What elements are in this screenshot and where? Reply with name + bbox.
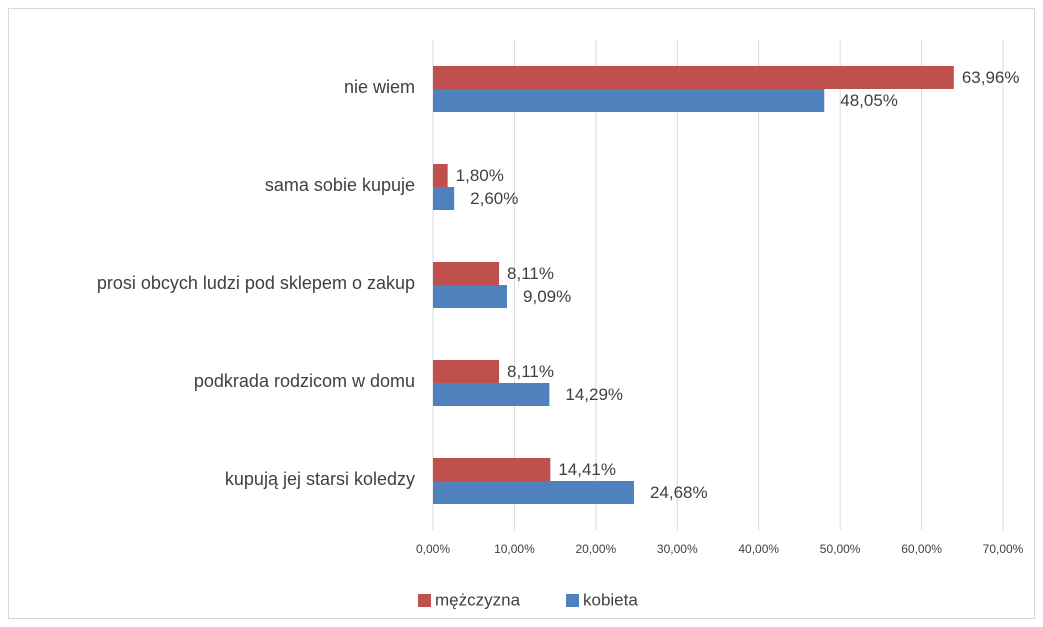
data-label: 8,11% xyxy=(507,362,554,381)
bar xyxy=(433,285,508,308)
category-label: prosi obcych ludzi pod sklepem o zakup xyxy=(97,273,415,293)
bar xyxy=(433,66,954,89)
category-label: kupują jej starsi koledzy xyxy=(225,469,415,489)
category-label: sama sobie kupuje xyxy=(265,175,415,195)
legend-swatch xyxy=(566,594,579,607)
bar xyxy=(433,458,551,481)
data-label: 9,09% xyxy=(523,287,571,306)
x-tick-label: 10,00% xyxy=(494,542,535,556)
bar xyxy=(433,164,448,187)
bar xyxy=(433,187,455,210)
bar xyxy=(433,383,550,406)
x-tick-label: 30,00% xyxy=(657,542,698,556)
x-tick-label: 40,00% xyxy=(738,542,779,556)
category-label: podkrada rodzicom w domu xyxy=(194,371,415,391)
category-label: nie wiem xyxy=(344,77,415,97)
bar xyxy=(433,89,825,112)
data-label: 8,11% xyxy=(507,264,554,283)
data-label: 14,29% xyxy=(565,385,623,404)
data-label: 14,41% xyxy=(558,460,616,479)
legend-swatch xyxy=(418,594,431,607)
data-label: 63,96% xyxy=(962,68,1020,87)
data-label: 24,68% xyxy=(650,483,708,502)
x-tick-label: 60,00% xyxy=(901,542,942,556)
x-tick-label: 50,00% xyxy=(820,542,861,556)
data-label: 1,80% xyxy=(456,166,504,185)
legend-label: kobieta xyxy=(583,590,638,609)
x-tick-label: 0,00% xyxy=(416,542,450,556)
legend-label: mężczyzna xyxy=(435,590,521,609)
bar xyxy=(433,481,634,504)
bar xyxy=(433,262,500,285)
x-tick-label: 20,00% xyxy=(576,542,617,556)
bar xyxy=(433,360,500,383)
data-label: 48,05% xyxy=(840,91,898,110)
x-tick-label: 70,00% xyxy=(983,542,1024,556)
data-label: 2,60% xyxy=(470,189,518,208)
